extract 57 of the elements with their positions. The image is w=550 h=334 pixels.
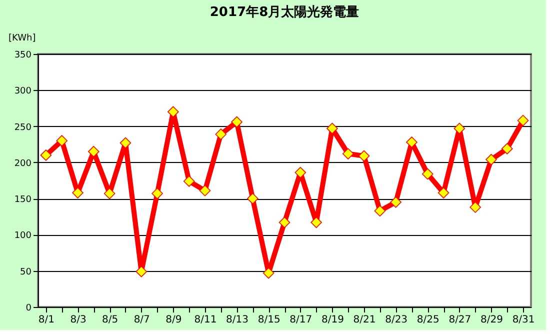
x-tick-label: 8/11 <box>194 314 217 326</box>
y-axis-title: [KWh] <box>8 34 36 44</box>
point <box>136 266 148 278</box>
y-tick-label: 350 <box>14 50 32 60</box>
point <box>294 166 306 178</box>
point <box>438 187 450 198</box>
x-tick-label: 8/5 <box>102 314 118 326</box>
point <box>199 184 211 196</box>
x-tick-label: 8/21 <box>353 314 376 326</box>
point <box>215 128 227 140</box>
point <box>406 136 418 148</box>
x-tick-label: 8/17 <box>290 314 312 326</box>
x-tick-label: 8/27 <box>448 314 472 326</box>
x-tick-label: 8/31 <box>512 314 535 326</box>
x-tick-label: 8/23 <box>385 314 408 326</box>
x-tick-label: 8/19 <box>321 314 344 326</box>
point <box>231 116 242 128</box>
point <box>342 148 354 160</box>
point <box>56 135 68 146</box>
y-tick-label: 150 <box>14 195 32 206</box>
x-tick-label: 8/13 <box>226 314 249 326</box>
point <box>88 146 100 158</box>
x-tick-label: 8/15 <box>258 314 280 326</box>
point <box>152 188 163 200</box>
point <box>470 202 481 213</box>
point <box>104 188 116 200</box>
point <box>278 216 290 228</box>
y-tick-label: 300 <box>14 86 32 97</box>
point <box>40 150 52 161</box>
x-tick-label: 8/3 <box>70 314 86 326</box>
point <box>390 196 402 208</box>
chart-title: 2017年8月太陽光発電量 <box>210 5 360 20</box>
x-tick-label: 8/9 <box>166 314 182 326</box>
x-tick-label: 8/25 <box>416 314 440 326</box>
point <box>454 122 466 134</box>
y-tick-label: 0 <box>26 304 32 314</box>
point <box>502 143 513 154</box>
y-tick-label: 100 <box>14 231 32 242</box>
y-tick-label: 200 <box>14 158 32 169</box>
point <box>374 205 386 217</box>
point <box>183 176 195 187</box>
point <box>422 168 434 180</box>
x-tick-label: 8/29 <box>480 314 503 326</box>
point <box>517 114 529 126</box>
y-tick-label: 50 <box>20 267 32 278</box>
point <box>247 192 258 204</box>
point <box>310 216 322 228</box>
point <box>120 137 132 149</box>
x-tick-label: 8/7 <box>134 314 150 326</box>
point <box>168 106 179 118</box>
x-tick-label: 8/1 <box>38 314 54 326</box>
point <box>486 154 497 166</box>
point <box>326 122 338 134</box>
point <box>358 150 370 162</box>
y-tick-label: 250 <box>14 122 32 133</box>
point <box>72 187 84 198</box>
point <box>262 267 274 279</box>
